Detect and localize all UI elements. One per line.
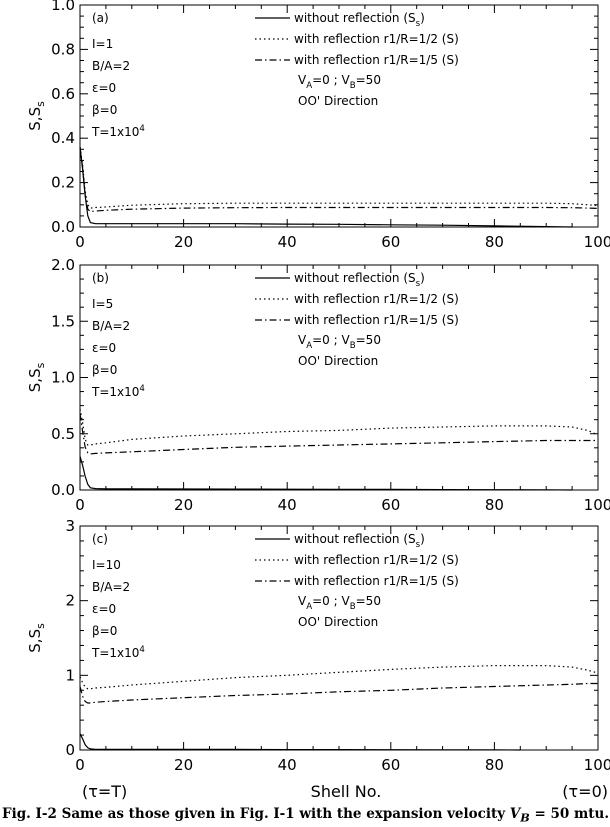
legend-label: without reflection (Ss​)	[294, 271, 425, 289]
series-line-3	[79, 413, 598, 455]
series-line-2	[79, 664, 599, 690]
x-left-note: (τ=T)	[82, 782, 127, 801]
panel-label: (b)	[92, 271, 109, 285]
y-tick-label: 0.4	[51, 129, 75, 147]
parameter-text: ε=0	[92, 341, 116, 355]
y-tick-label: 0.0	[51, 218, 75, 236]
parameter-text: I=10	[92, 558, 121, 572]
velocity-note: VA​=0 ; VB​=50	[298, 594, 381, 612]
chart-panels: 0204060801000.00.20.40.60.81.0S,Ss​(a)I=…	[26, 0, 610, 774]
legend-label: without reflection (Ss​)	[294, 11, 425, 29]
x-tick-label: 100	[584, 756, 610, 774]
legend-label: without reflection (Ss​)	[294, 532, 425, 550]
x-tick-label: 0	[75, 496, 85, 514]
parameter-text: β=0	[92, 624, 117, 638]
x-tick-label: 0	[75, 756, 85, 774]
x-tick-label: 80	[485, 756, 504, 774]
y-tick-label: 0.5	[51, 425, 75, 443]
x-tick-label: 60	[381, 233, 400, 251]
x-tick-label: 40	[278, 496, 297, 514]
y-tick-label: 1.0	[51, 369, 75, 387]
legend-label: with reflection r1/R=1/5 (S)	[294, 574, 459, 588]
chart-panel-2: 0 20 40 60 80 100 0.0 0.5 1.0 1.5 2.0 S,Ss​ (b) I=5 B/…	[26, 256, 610, 514]
parameter-text: B/A=2	[92, 319, 130, 333]
parameter-text: T=1x104​	[91, 124, 145, 139]
caption-variable: V	[509, 806, 521, 822]
x-tick-label: 40	[278, 233, 297, 251]
y-tick-label: 0.2	[51, 174, 75, 192]
y-tick-label: 0.0	[51, 481, 75, 499]
x-tick-label: 20	[174, 756, 193, 774]
legend-label: with reflection r1/R=1/2 (S)	[294, 553, 459, 567]
parameter-text: ε=0	[92, 602, 116, 616]
parameter-text: B/A=2	[92, 59, 130, 73]
parameter-text: T=1x104​	[91, 645, 145, 660]
caption-subscript: B	[520, 810, 530, 825]
velocity-note: VA​=0 ; VB​=50	[298, 73, 381, 91]
y-tick-label: 3	[65, 517, 75, 535]
series-line-3	[79, 682, 598, 704]
caption-prefix: Fig. I-2 Same as those given in Fig. I-1…	[2, 806, 510, 822]
x-tick-label: 0	[75, 233, 85, 251]
direction-note: OO' Direction	[298, 94, 378, 108]
x-tick-label: 40	[278, 756, 297, 774]
series-line-2	[79, 147, 599, 209]
parameter-text: β=0	[92, 103, 117, 117]
parameter-text: T=1x104​	[91, 384, 145, 399]
panel-label: (c)	[92, 532, 108, 546]
series-line-1	[79, 733, 521, 751]
x-tick-label: 100	[584, 496, 610, 514]
direction-note: OO' Direction	[298, 615, 378, 629]
y-axis-title: S,Ss​	[26, 362, 47, 392]
caption-suffix: = 50 mtu.	[529, 806, 610, 822]
chart-panel-3: 0 20 40 60 80 100 0 1 2 3 S,Ss​ (c) I=10 B/A=2 ε=0 β=0 T…	[26, 517, 610, 774]
legend-label: with reflection r1/R=1/5 (S)	[294, 53, 459, 67]
panel-label: (a)	[92, 11, 109, 25]
x-tick-label: 60	[381, 496, 400, 514]
parameter-text: I=1	[92, 37, 113, 51]
x-tick-label: 20	[174, 496, 193, 514]
x-tick-label: 60	[381, 756, 400, 774]
y-tick-label: 1.0	[51, 0, 75, 14]
y-axis-title: S,Ss​	[26, 101, 47, 131]
series-line-1	[79, 147, 573, 228]
direction-note: OO' Direction	[298, 354, 378, 368]
series-line-3	[79, 147, 599, 213]
velocity-note: VA​=0 ; VB​=50	[298, 333, 381, 351]
y-tick-label: 0.6	[51, 85, 75, 103]
y-tick-label: 1	[65, 666, 75, 684]
legend-label: with reflection r1/R=1/2 (S)	[294, 32, 459, 46]
x-tick-label: 20	[174, 233, 193, 251]
x-tick-label: 100	[584, 233, 610, 251]
parameter-text: ε=0	[92, 81, 116, 95]
legend-label: with reflection r1/R=1/5 (S)	[294, 313, 459, 327]
figure-caption: Fig. I-2 Same as those given in Fig. I-1…	[2, 806, 610, 825]
x-right-note: (τ=0)	[562, 782, 608, 801]
y-tick-label: 1.5	[51, 312, 75, 330]
y-axis-title: S,Ss​	[26, 623, 47, 653]
chart-panel-1: 0 20 40 60 80 100 0.0 0.2 0.4 0.6 0.8 1.0 S,Ss​ (a) I=…	[26, 0, 610, 251]
parameter-text: I=5	[92, 297, 113, 311]
series-line-1	[79, 456, 573, 491]
parameter-text: β=0	[92, 363, 117, 377]
x-tick-label: 80	[485, 496, 504, 514]
parameter-text: B/A=2	[92, 580, 130, 594]
y-tick-label: 2	[65, 592, 75, 610]
x-axis-title: Shell No.	[311, 782, 382, 801]
series-line-2	[79, 408, 599, 446]
y-tick-label: 2.0	[51, 256, 75, 274]
x-tick-label: 80	[485, 233, 504, 251]
y-tick-label: 0.8	[51, 40, 75, 58]
legend-label: with reflection r1/R=1/2 (S)	[294, 292, 459, 306]
y-tick-label: 0	[65, 741, 75, 759]
